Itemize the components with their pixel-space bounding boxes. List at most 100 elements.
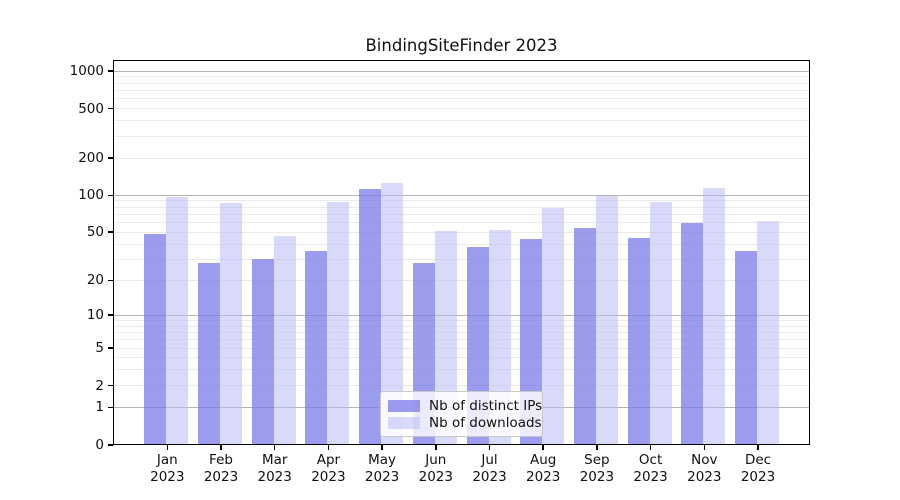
bar-distinct-ips bbox=[573, 228, 596, 445]
bar-downloads bbox=[595, 195, 618, 445]
y-tick-label: 20 bbox=[86, 272, 104, 289]
bar-distinct-ips bbox=[144, 234, 167, 445]
y-tick-mark bbox=[108, 279, 113, 281]
y-gridline-minor bbox=[113, 206, 810, 208]
y-tick-mark bbox=[108, 347, 113, 349]
x-tick-mark bbox=[273, 445, 276, 450]
legend: Nb of distinct IPs Nb of downloads bbox=[380, 391, 543, 437]
bar-downloads bbox=[166, 197, 189, 445]
bar-downloads bbox=[327, 202, 350, 445]
y-gridline-minor bbox=[113, 369, 810, 371]
y-tick-label: 10 bbox=[86, 307, 104, 324]
y-tick-label: 100 bbox=[78, 187, 104, 204]
x-tick-mark bbox=[542, 445, 544, 450]
bar-downloads bbox=[542, 207, 565, 445]
y-gridline-minor bbox=[113, 157, 810, 159]
y-gridline-minor bbox=[113, 243, 810, 245]
x-tick-mark bbox=[596, 445, 598, 450]
y-gridline-minor bbox=[113, 347, 810, 349]
y-tick-label: 2 bbox=[95, 377, 104, 394]
y-gridline-minor bbox=[113, 82, 810, 84]
x-tick-mark bbox=[327, 445, 330, 450]
y-gridline-minor bbox=[113, 120, 810, 122]
x-tick-label: Feb 2023 bbox=[203, 452, 239, 485]
y-tick-label: 200 bbox=[78, 150, 104, 167]
bar-downloads bbox=[273, 235, 296, 445]
y-gridline-minor bbox=[113, 108, 810, 110]
legend-item-distinct-ips: Nb of distinct IPs bbox=[388, 397, 542, 415]
bar-distinct-ips bbox=[305, 251, 328, 445]
x-tick-label: Mar 2023 bbox=[257, 452, 292, 485]
y-gridline-major bbox=[113, 314, 810, 316]
bar-distinct-ips bbox=[735, 251, 757, 445]
x-tick-label: Apr 2023 bbox=[311, 452, 346, 485]
bar-downloads bbox=[757, 220, 779, 445]
legend-swatch-downloads bbox=[388, 417, 420, 430]
x-tick-label: Aug 2023 bbox=[526, 452, 561, 485]
legend-label-distinct-ips: Nb of distinct IPs bbox=[429, 397, 543, 414]
y-gridline-minor bbox=[113, 325, 810, 327]
bar-distinct-ips bbox=[251, 259, 274, 445]
legend-swatch-distinct-ips bbox=[388, 399, 420, 412]
y-tick-mark bbox=[108, 231, 113, 233]
x-tick-mark bbox=[757, 445, 759, 450]
y-tick-mark bbox=[108, 384, 113, 387]
bar-downloads bbox=[381, 183, 404, 445]
x-tick-label: Oct 2023 bbox=[633, 452, 668, 485]
y-tick-mark bbox=[108, 406, 113, 409]
bar-distinct-ips bbox=[681, 222, 704, 445]
y-gridline-minor bbox=[113, 339, 810, 341]
y-gridline-minor bbox=[113, 385, 810, 387]
y-gridline-minor bbox=[113, 258, 810, 260]
y-gridline-minor bbox=[113, 331, 810, 333]
x-tick-label: Sep 2023 bbox=[579, 452, 615, 485]
x-tick-label: May 2023 bbox=[364, 452, 400, 485]
y-tick-label: 0 bbox=[95, 437, 104, 453]
x-tick-mark bbox=[649, 445, 652, 450]
x-tick-mark bbox=[703, 445, 706, 450]
x-tick-label: Jul 2023 bbox=[472, 452, 507, 485]
x-tick-mark bbox=[381, 445, 383, 450]
bar-distinct-ips bbox=[198, 262, 220, 445]
x-tick-label: Jan 2023 bbox=[150, 452, 185, 485]
y-gridline-minor bbox=[113, 98, 810, 100]
y-tick-label: 50 bbox=[86, 224, 104, 241]
x-tick-label: Dec 2023 bbox=[740, 452, 776, 485]
bar-downloads bbox=[649, 202, 672, 445]
x-tick-mark bbox=[220, 445, 222, 450]
y-gridline-minor bbox=[113, 231, 810, 233]
legend-item-downloads: Nb of downloads bbox=[388, 415, 542, 433]
y-tick-label: 1 bbox=[95, 399, 104, 416]
x-tick-mark bbox=[435, 445, 437, 450]
y-gridline-major bbox=[113, 70, 810, 72]
y-gridline-minor bbox=[113, 279, 810, 281]
x-tick-label: Nov 2023 bbox=[687, 452, 722, 485]
x-tick-mark bbox=[488, 445, 491, 450]
y-tick-mark bbox=[108, 194, 113, 196]
y-tick-label: 1000 bbox=[69, 63, 104, 80]
y-gridline-minor bbox=[113, 319, 810, 321]
y-tick-mark bbox=[108, 157, 113, 159]
y-gridline-minor bbox=[113, 200, 810, 202]
y-tick-mark bbox=[108, 314, 113, 316]
y-tick-label: 500 bbox=[78, 100, 104, 117]
chart-title: BindingSiteFinder 2023 bbox=[365, 36, 558, 55]
y-gridline-minor bbox=[113, 89, 810, 91]
y-gridline-major bbox=[113, 194, 810, 196]
y-tick-mark bbox=[108, 70, 113, 72]
y-tick-label: 5 bbox=[95, 340, 104, 357]
y-gridline-minor bbox=[113, 357, 810, 359]
y-gridline-minor bbox=[113, 135, 810, 137]
y-gridline-minor bbox=[113, 222, 810, 224]
bar-distinct-ips bbox=[359, 188, 382, 445]
y-tick-mark bbox=[108, 107, 113, 110]
y-tick-mark bbox=[108, 444, 113, 446]
x-tick-label: Jun 2023 bbox=[418, 452, 453, 485]
x-tick-mark bbox=[166, 445, 169, 450]
y-gridline-minor bbox=[113, 213, 810, 215]
y-gridline-minor bbox=[113, 76, 810, 78]
bar-distinct-ips bbox=[627, 237, 650, 445]
legend-label-downloads: Nb of downloads bbox=[429, 415, 542, 432]
plot-area bbox=[113, 60, 810, 445]
